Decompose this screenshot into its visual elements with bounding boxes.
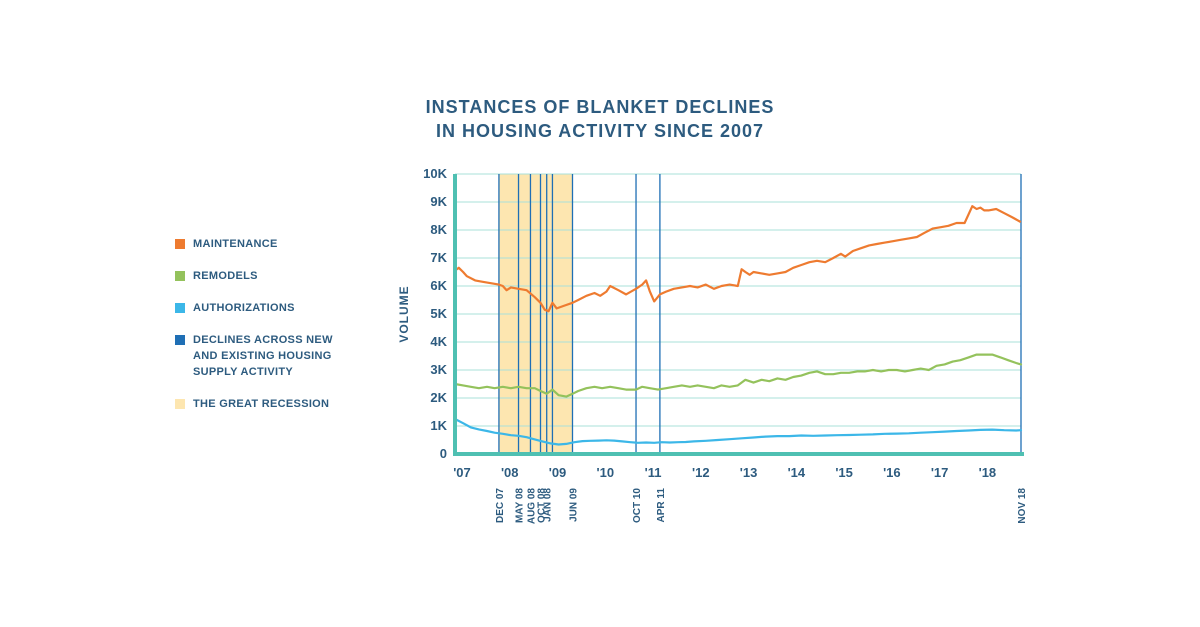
legend-label-authorizations: AUTHORIZATIONS [193,302,295,314]
x-tick-label-0: '07 [453,465,471,480]
chart-title-line-2: IN HOUSING ACTIVITY SINCE 2007 [435,121,765,141]
series-line-remodels [453,353,1023,398]
legend-item-remodels: REMODELS [175,268,375,284]
y-tick-label-5: 5K [430,306,447,321]
x-tick-label-4: '11 [645,465,662,480]
chart-title: INSTANCES OF BLANKET DECLINES IN HOUSING… [350,95,850,143]
decline-event-label-3: OCT 08 [536,488,547,523]
decline-event-label-6: JUN 09 [568,488,579,522]
decline-event-label-1: MAY 08 [515,488,526,523]
legend-item-authorizations: AUTHORIZATIONS [175,300,375,316]
decline-event-label-2: AUG 08 [526,488,537,525]
y-tick-label-6: 6K [430,278,447,293]
legend-label-recession: THE GREAT RECESSION [193,398,330,410]
x-tick-label-9: '16 [883,465,901,480]
x-tick-label-1: '08 [501,465,519,480]
y-tick-label-9: 9K [430,194,447,209]
gridlines [455,173,1021,427]
series-lines [453,205,1023,446]
x-tick-label-6: '13 [740,465,758,480]
series-line-maintenance [453,205,1022,313]
x-tick-labels: '07 '08 '09 '10 '11 '12 '13 '14 '15 '16 '17 '18 [453,465,996,480]
axes [453,174,1024,456]
y-tick-label-10: 10K [423,166,447,181]
legend-item-maintenance: MAINTENANCE [175,236,375,252]
y-tick-labels: 0 1K 2K 3K 4K 5K 6K 7K 8K 9K 10K [423,166,447,461]
x-tick-label-7: '14 [788,465,806,480]
y-tick-label-8: 8K [430,222,447,237]
y-tick-label-1: 1K [430,418,447,433]
y-tick-label-4: 4K [430,334,447,349]
y-tick-label-0: 0 [440,446,447,461]
legend-label-declines: DECLINES ACROSS NEW AND EXISTING HOUSING… [193,334,333,378]
decline-event-label-4: JAN 08 [543,488,554,522]
legend-item-recession: THE GREAT RECESSION [175,396,375,412]
decline-event-label-0: DEC 07 [495,488,506,523]
decline-event-label-7: OCT 10 [632,488,643,523]
y-tick-label-3: 3K [430,362,447,377]
legend-swatch-maintenance [175,239,185,249]
y-axis-title: VOLUME [397,285,411,342]
y-tick-label-7: 7K [430,250,447,265]
x-tick-label-2: '09 [549,465,567,480]
x-tick-label-10: '17 [931,465,949,480]
legend-label-remodels: REMODELS [193,270,258,282]
legend-swatch-declines [175,335,185,345]
y-tick-label-2: 2K [430,390,447,405]
x-tick-label-5: '12 [692,465,710,480]
legend-label-maintenance: MAINTENANCE [193,238,278,250]
decline-event-lines [498,174,1022,454]
x-tick-label-11: '18 [979,465,997,480]
decline-event-label-8: APR 11 [656,488,667,523]
legend-swatch-authorizations [175,303,185,313]
chart-title-line-1: INSTANCES OF BLANKET DECLINES [425,97,775,117]
series-line-authorizations [453,417,1023,446]
chart-legend: MAINTENANCE REMODELS AUTHORIZATIONS DECL… [175,236,375,428]
x-tick-label-8: '15 [835,465,853,480]
x-tick-label-3: '10 [597,465,615,480]
legend-swatch-recession [175,399,185,409]
legend-swatch-remodels [175,271,185,281]
decline-event-label-9: NOV 18 [1017,488,1028,524]
legend-item-declines: DECLINES ACROSS NEW AND EXISTING HOUSING… [175,332,375,380]
